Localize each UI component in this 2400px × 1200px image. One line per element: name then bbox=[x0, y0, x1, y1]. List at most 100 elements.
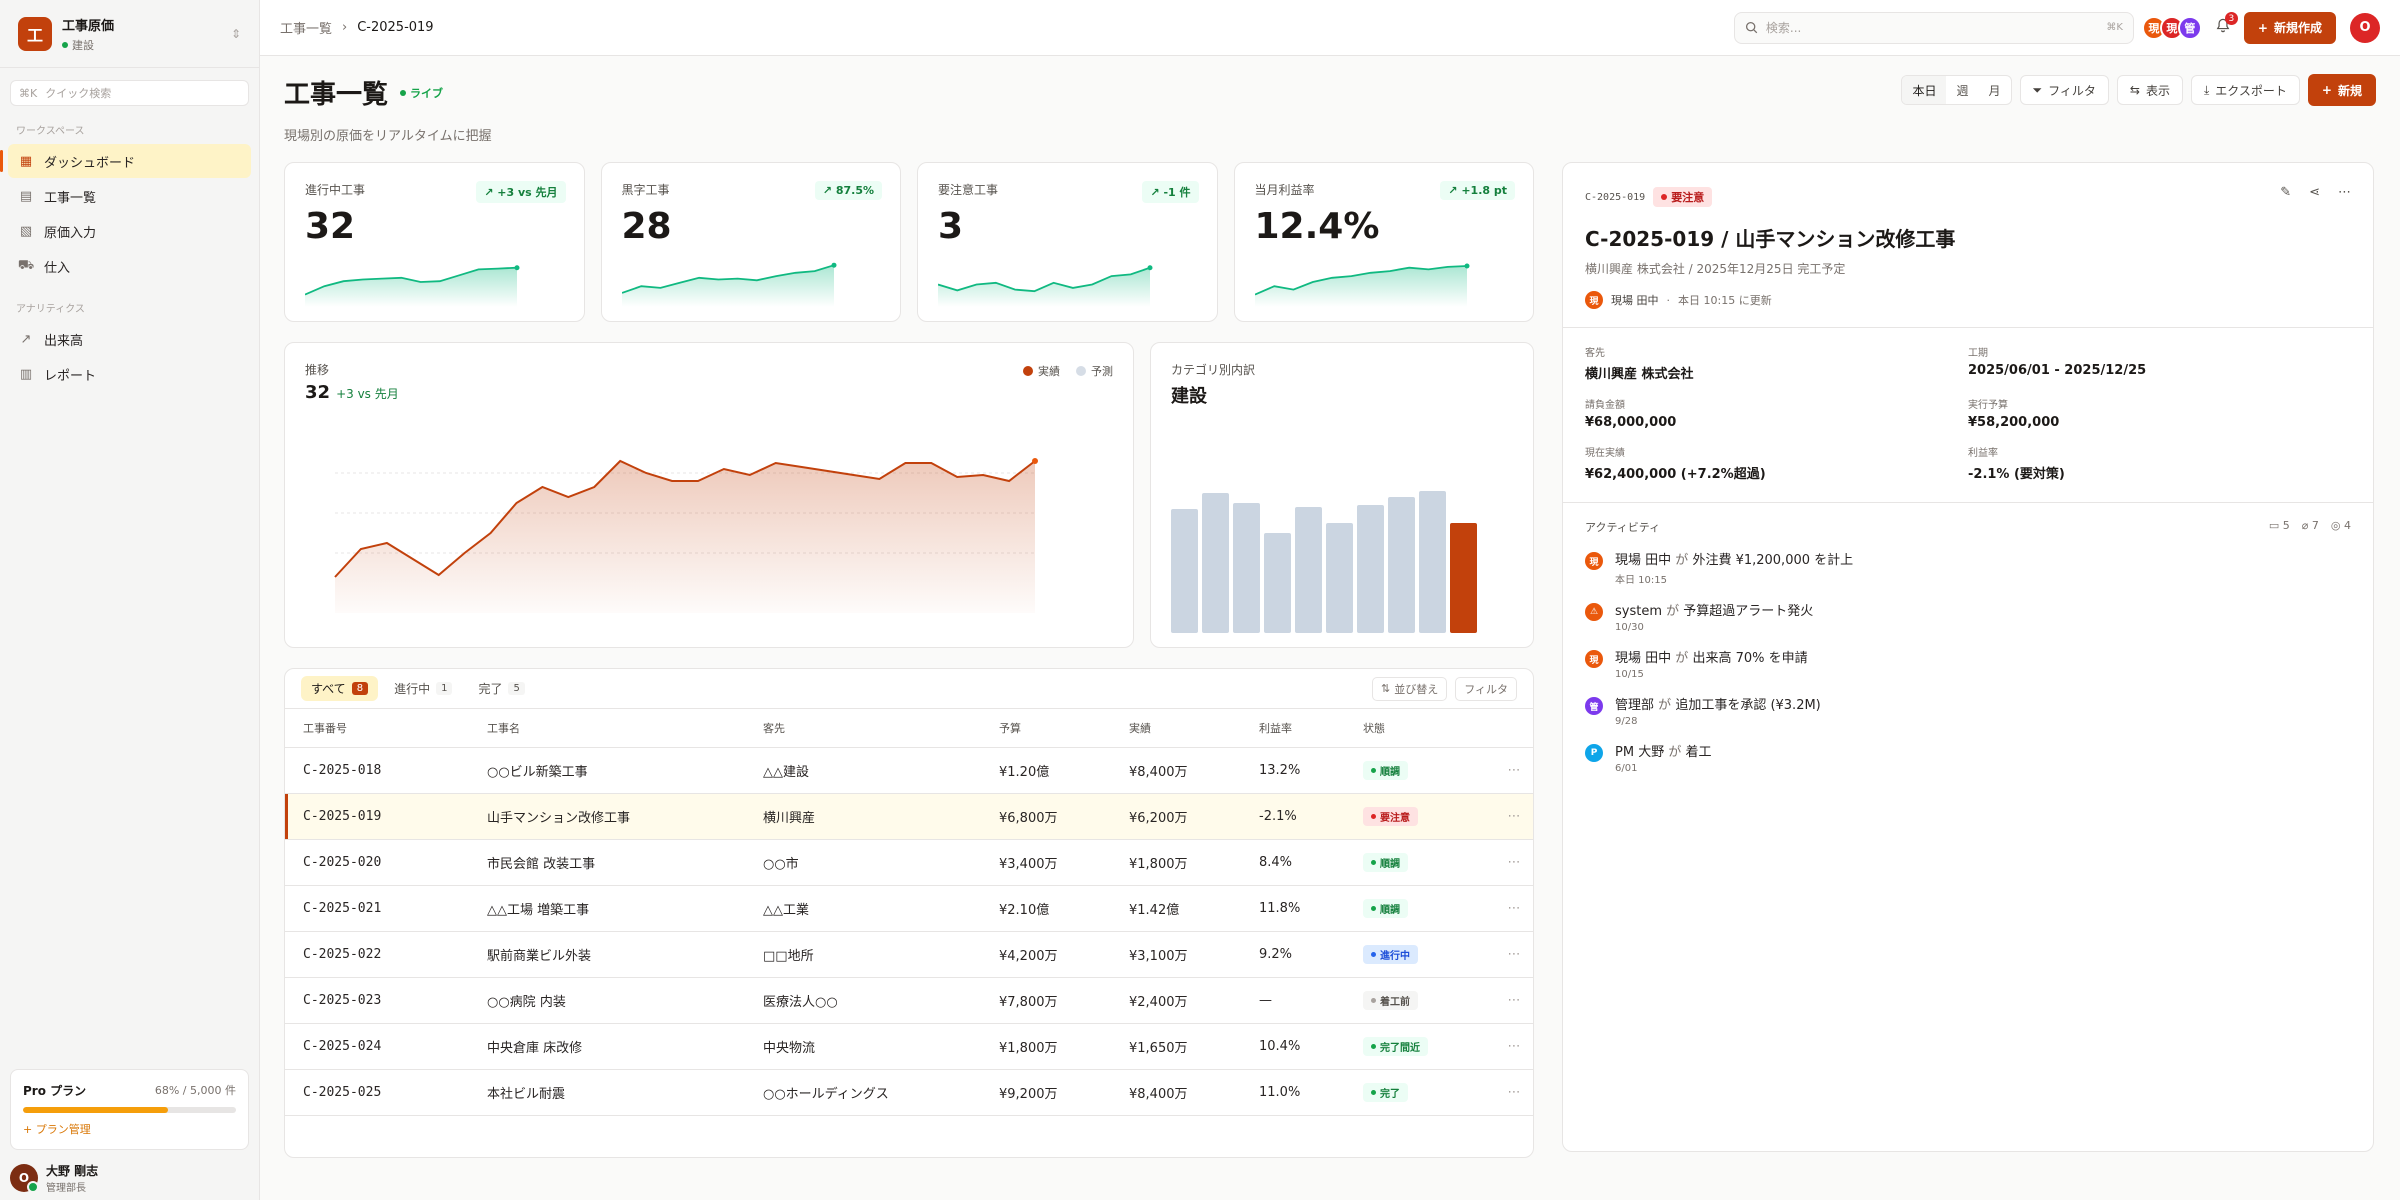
activity-item[interactable]: 現現場 田中 が 出来高 70% を申請 10/15 bbox=[1585, 647, 2351, 680]
view-button[interactable]: ⇆ 表示 bbox=[2116, 75, 2183, 105]
category-bar[interactable] bbox=[1233, 503, 1260, 633]
filter-button[interactable]: ⏷ フィルタ bbox=[2019, 75, 2109, 105]
detail-prop-value: ¥58,200,000 bbox=[1968, 415, 2060, 430]
cell-margin: -2.1% bbox=[1241, 793, 1345, 840]
sparkline-area bbox=[1254, 266, 1467, 307]
column-header[interactable]: 実績 bbox=[1111, 709, 1241, 748]
sidebar-item-analytics_items-0[interactable]: ↗ 出来高 bbox=[8, 322, 251, 356]
row-more-icon[interactable]: ⋯ bbox=[1495, 1023, 1533, 1070]
task-count[interactable]: ◎ 4 bbox=[2330, 519, 2351, 532]
table-filter-button[interactable]: フィルタ bbox=[1455, 676, 1517, 701]
category-bar[interactable] bbox=[1171, 509, 1198, 633]
user-role: 管理部長 bbox=[46, 1183, 86, 1194]
sidebar-item-items-0[interactable]: ▦ ダッシュボード bbox=[0, 144, 251, 178]
cell-name: △△工場 増築工事 bbox=[469, 885, 745, 932]
detail-prop-value: 2025/06/01 - 2025/12/25 bbox=[1968, 363, 2147, 378]
table-row[interactable]: C-2025-018 ○○ビル新築工事 △△建設 ¥1.20億 ¥8,400万 13.2%… bbox=[285, 747, 1533, 794]
detail-prop: 請負金額 ¥68,000,000 bbox=[1585, 396, 1968, 430]
row-more-icon[interactable]: ⋯ bbox=[1495, 885, 1533, 932]
row-more-icon[interactable]: ⋯ bbox=[1495, 931, 1533, 978]
tab-0[interactable]: すべて 8 bbox=[301, 676, 379, 701]
column-header[interactable]: 予算 bbox=[981, 709, 1111, 748]
row-more-icon[interactable]: ⋯ bbox=[1495, 839, 1533, 886]
column-header[interactable]: 客先 bbox=[745, 709, 981, 748]
table-row[interactable]: C-2025-019 山手マンション改修工事 横川興産 ¥6,800万 ¥6,200万 -… bbox=[285, 793, 1533, 840]
category-bar[interactable] bbox=[1295, 507, 1322, 633]
edit-icon[interactable]: ✎ bbox=[2280, 185, 2292, 200]
chevron-updown-icon[interactable]: ⇕ bbox=[230, 26, 241, 41]
cell-status: 着工前 bbox=[1345, 977, 1495, 1024]
attachment-count[interactable]: ⌀ 7 bbox=[2301, 519, 2319, 532]
projects-table: 工事番号 工事名 客先 予算 実績 利益率 状態 C-2025-018 ○○ビル新築工事 △△建… bbox=[285, 709, 1533, 1116]
kpi-card[interactable]: 黒字工事 ↗ 87.5% 28 bbox=[600, 162, 901, 322]
period-week[interactable]: 週 bbox=[1956, 83, 1969, 98]
kpi-card[interactable]: 要注意工事 ↗ -1 件 3 bbox=[917, 162, 1218, 322]
period-today[interactable]: 本日 bbox=[1902, 76, 1947, 104]
tab-count: 8 bbox=[351, 682, 369, 695]
cell-status: 進行中 bbox=[1345, 931, 1495, 978]
tab-2[interactable]: 完了 5 bbox=[468, 676, 534, 701]
trend-value: 32 bbox=[305, 382, 331, 403]
more-icon[interactable]: ⋯ bbox=[2338, 185, 2351, 200]
presence-avatars[interactable]: 現現管 bbox=[2141, 15, 2202, 40]
cell-budget: ¥6,800万 bbox=[981, 793, 1111, 840]
notification-button[interactable]: 3 bbox=[2216, 12, 2238, 37]
table-row[interactable]: C-2025-023 ○○病院 内装 医療法人○○ ¥7,800万 ¥2,400万 — 着工… bbox=[285, 977, 1533, 1024]
activity-item[interactable]: ⚠ system が 予算超過アラート発火 10/30 bbox=[1585, 600, 2351, 633]
sidebar-item-items-2[interactable]: ▧ 原価入力 bbox=[8, 214, 251, 248]
top-user-avatar[interactable]: O bbox=[2350, 12, 2380, 43]
user-menu[interactable]: O 大野 剛志 管理部長 bbox=[10, 1162, 249, 1194]
brand-switcher[interactable]: 工 工事原価 建設 ⇕ bbox=[0, 0, 259, 68]
row-more-icon[interactable]: ⋯ bbox=[1495, 747, 1533, 794]
kpi-card[interactable]: 当月利益率 ↗ +1.8 pt 12.4% bbox=[1233, 162, 1534, 322]
table-row[interactable]: C-2025-022 駅前商業ビル外装 □□地所 ¥4,200万 ¥3,100万 9.2%… bbox=[285, 931, 1533, 978]
trend-chart-card: 推移 32 +3 vs 先月 実績 予測 bbox=[284, 342, 1134, 648]
tab-label: すべて bbox=[311, 682, 346, 696]
quick-search[interactable]: ⌘K クイック検索 bbox=[10, 80, 249, 106]
detail-id: C-2025-019 bbox=[1585, 191, 1646, 203]
period-month[interactable]: 月 bbox=[1988, 83, 2001, 98]
cell-status: 完了 bbox=[1345, 1069, 1495, 1116]
comment-count[interactable]: ▭ 5 bbox=[2268, 519, 2290, 532]
create-button[interactable]: + 新規作成 bbox=[2243, 11, 2336, 44]
plus-icon: + bbox=[2257, 20, 2268, 35]
row-more-icon[interactable]: ⋯ bbox=[1495, 1069, 1533, 1116]
kpi-label: 進行中工事 bbox=[305, 183, 366, 197]
new-button[interactable]: + 新規 bbox=[2307, 74, 2376, 106]
sidebar-item-analytics_items-1[interactable]: ▥ レポート bbox=[8, 357, 251, 391]
category-bar[interactable] bbox=[1264, 533, 1291, 633]
detail-title: C-2025-019 / 山手マンション改修工事 bbox=[1585, 227, 1956, 251]
plan-manage-link[interactable]: + プラン管理 bbox=[23, 1123, 91, 1136]
row-more-icon[interactable]: ⋯ bbox=[1495, 977, 1533, 1024]
search-input[interactable]: 検索... ⌘K bbox=[1733, 11, 2134, 44]
table-row[interactable]: C-2025-025 本社ビル耐震 ○○ホールディングス ¥9,200万 ¥8,400万… bbox=[285, 1069, 1533, 1116]
share-icon[interactable]: ⋖ bbox=[2309, 185, 2320, 200]
category-bar[interactable] bbox=[1388, 497, 1415, 633]
table-row[interactable]: C-2025-024 中央倉庫 床改修 中央物流 ¥1,800万 ¥1,650万 10.4… bbox=[285, 1023, 1533, 1070]
row-more-icon[interactable]: ⋯ bbox=[1495, 793, 1533, 840]
sort-button[interactable]: ⇅ 並び替え bbox=[1372, 676, 1448, 701]
category-bar[interactable] bbox=[1326, 523, 1353, 633]
column-header[interactable]: 状態 bbox=[1345, 709, 1495, 748]
sidebar-item-items-1[interactable]: ▤ 工事一覧 bbox=[8, 179, 251, 213]
column-header[interactable]: 工事番号 bbox=[285, 709, 469, 748]
tab-1[interactable]: 進行中 1 bbox=[384, 676, 462, 701]
export-button[interactable]: ⤓ エクスポート bbox=[2190, 75, 2300, 105]
table-row[interactable]: C-2025-020 市民会館 改装工事 ○○市 ¥3,400万 ¥1,800万 8.4%… bbox=[285, 839, 1533, 886]
cell-margin: 8.4% bbox=[1241, 839, 1345, 886]
activity-item[interactable]: 管管理部 が 追加工事を承認 (¥3.2M) 9/28 bbox=[1585, 694, 2351, 727]
activity-text: 管理部 が 追加工事を承認 (¥3.2M) bbox=[1615, 698, 1821, 713]
table-row[interactable]: C-2025-021 △△工場 増築工事 △△工業 ¥2.10億 ¥1.42億 11.8%… bbox=[285, 885, 1533, 932]
column-header[interactable]: 工事名 bbox=[469, 709, 745, 748]
activity-item[interactable]: 現現場 田中 が 外注費 ¥1,200,000 を計上 本日 10:15 bbox=[1585, 549, 2351, 586]
kpi-card[interactable]: 進行中工事 ↗ +3 vs 先月 32 bbox=[284, 162, 585, 322]
breadcrumb-root[interactable]: 工事一覧 bbox=[280, 22, 333, 37]
category-bar[interactable] bbox=[1357, 505, 1384, 633]
category-bar[interactable] bbox=[1202, 493, 1229, 633]
category-bar[interactable] bbox=[1450, 523, 1477, 633]
sidebar-item-items-3[interactable]: ⛟ 仕入 bbox=[8, 249, 251, 283]
cell-name: 本社ビル耐震 bbox=[469, 1069, 745, 1116]
category-bar[interactable] bbox=[1419, 491, 1446, 633]
column-header[interactable]: 利益率 bbox=[1241, 709, 1345, 748]
activity-item[interactable]: P PM 大野 が 着工 6/01 bbox=[1585, 741, 2351, 774]
